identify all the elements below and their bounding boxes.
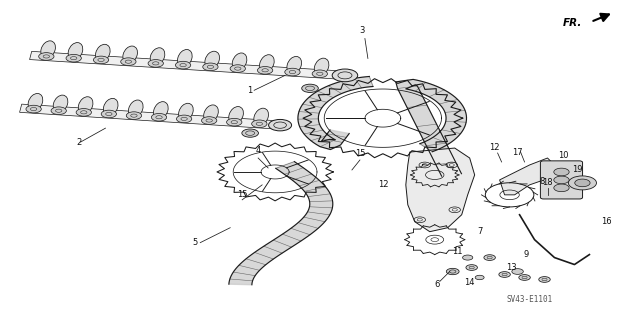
Text: 15: 15 bbox=[237, 190, 248, 199]
Circle shape bbox=[484, 255, 495, 260]
Circle shape bbox=[51, 107, 67, 115]
Text: SV43-E1101: SV43-E1101 bbox=[506, 295, 553, 304]
Text: 18: 18 bbox=[542, 178, 553, 187]
Circle shape bbox=[519, 275, 531, 280]
Circle shape bbox=[554, 184, 569, 192]
Ellipse shape bbox=[228, 107, 243, 124]
Ellipse shape bbox=[95, 44, 110, 62]
Circle shape bbox=[38, 53, 54, 60]
Ellipse shape bbox=[179, 103, 193, 121]
Circle shape bbox=[463, 255, 473, 260]
Circle shape bbox=[475, 275, 484, 280]
Circle shape bbox=[202, 117, 217, 124]
Polygon shape bbox=[396, 79, 467, 176]
Text: 6: 6 bbox=[434, 280, 440, 289]
Circle shape bbox=[101, 110, 116, 118]
Circle shape bbox=[242, 129, 259, 137]
Circle shape bbox=[252, 120, 267, 128]
Ellipse shape bbox=[154, 102, 168, 119]
Text: 11: 11 bbox=[452, 247, 463, 256]
Ellipse shape bbox=[53, 95, 68, 113]
Text: 2: 2 bbox=[76, 137, 81, 146]
Circle shape bbox=[230, 65, 245, 72]
Ellipse shape bbox=[103, 98, 118, 116]
Circle shape bbox=[148, 60, 163, 67]
Text: 10: 10 bbox=[558, 151, 569, 160]
Circle shape bbox=[151, 114, 166, 121]
Circle shape bbox=[554, 176, 569, 184]
Ellipse shape bbox=[123, 46, 138, 63]
Polygon shape bbox=[229, 162, 333, 285]
Ellipse shape bbox=[314, 58, 329, 76]
Polygon shape bbox=[406, 148, 475, 232]
Circle shape bbox=[26, 105, 42, 113]
Ellipse shape bbox=[232, 53, 247, 70]
Circle shape bbox=[285, 68, 300, 76]
Text: 1: 1 bbox=[248, 86, 253, 95]
Ellipse shape bbox=[28, 93, 43, 111]
Ellipse shape bbox=[129, 100, 143, 117]
Ellipse shape bbox=[177, 49, 192, 67]
FancyBboxPatch shape bbox=[540, 161, 582, 199]
Ellipse shape bbox=[78, 97, 93, 114]
Circle shape bbox=[499, 272, 510, 277]
Circle shape bbox=[446, 268, 459, 275]
Polygon shape bbox=[29, 51, 346, 79]
Circle shape bbox=[227, 118, 242, 126]
Circle shape bbox=[257, 66, 273, 74]
Circle shape bbox=[175, 61, 191, 69]
Text: 7: 7 bbox=[477, 227, 483, 236]
Ellipse shape bbox=[287, 56, 301, 74]
Text: 16: 16 bbox=[601, 217, 612, 226]
Text: 8: 8 bbox=[540, 177, 545, 186]
Circle shape bbox=[312, 70, 328, 78]
Text: 19: 19 bbox=[572, 166, 582, 174]
Text: 4: 4 bbox=[255, 145, 260, 154]
Polygon shape bbox=[298, 77, 373, 150]
Ellipse shape bbox=[204, 105, 218, 122]
Ellipse shape bbox=[260, 55, 274, 72]
Text: FR.: FR. bbox=[563, 18, 582, 28]
Text: 14: 14 bbox=[465, 278, 475, 287]
Circle shape bbox=[539, 277, 550, 282]
Circle shape bbox=[466, 265, 477, 271]
Text: 5: 5 bbox=[193, 238, 198, 247]
Text: 12: 12 bbox=[490, 143, 500, 152]
Circle shape bbox=[177, 115, 192, 123]
Ellipse shape bbox=[254, 108, 269, 126]
Text: 15: 15 bbox=[355, 149, 365, 158]
Circle shape bbox=[203, 63, 218, 70]
Circle shape bbox=[66, 54, 81, 62]
Polygon shape bbox=[500, 158, 554, 195]
Polygon shape bbox=[20, 104, 281, 129]
Circle shape bbox=[126, 112, 141, 119]
Circle shape bbox=[301, 84, 318, 93]
Text: 12: 12 bbox=[378, 180, 388, 189]
Circle shape bbox=[554, 168, 569, 176]
Text: 9: 9 bbox=[524, 250, 529, 259]
Circle shape bbox=[332, 69, 358, 82]
Ellipse shape bbox=[68, 42, 83, 60]
Circle shape bbox=[269, 119, 292, 131]
Text: 17: 17 bbox=[512, 147, 523, 157]
Circle shape bbox=[93, 56, 109, 64]
Ellipse shape bbox=[41, 41, 56, 58]
Circle shape bbox=[568, 176, 596, 190]
Text: 3: 3 bbox=[359, 26, 365, 35]
Text: 13: 13 bbox=[506, 263, 517, 272]
Circle shape bbox=[76, 108, 92, 116]
Ellipse shape bbox=[150, 48, 165, 65]
Circle shape bbox=[575, 179, 590, 187]
Circle shape bbox=[512, 269, 524, 274]
Circle shape bbox=[121, 58, 136, 65]
Ellipse shape bbox=[205, 51, 220, 69]
